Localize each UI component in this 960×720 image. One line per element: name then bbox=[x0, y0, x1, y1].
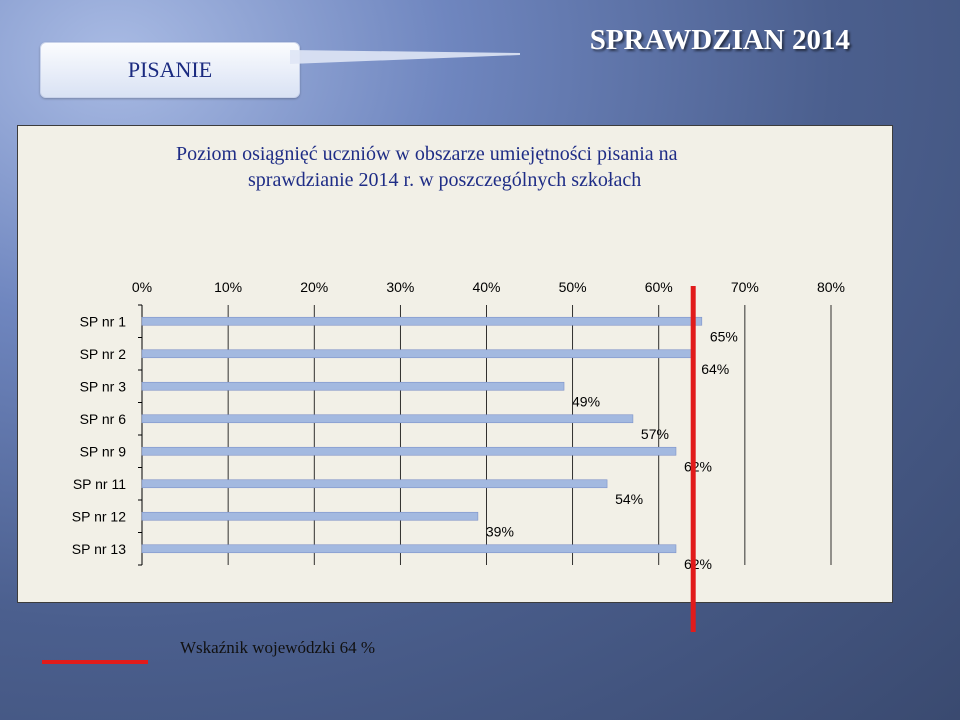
data-label: 64% bbox=[701, 361, 729, 377]
x-tick-label: 40% bbox=[472, 279, 500, 295]
data-label: 49% bbox=[572, 393, 600, 409]
bar bbox=[141, 381, 565, 391]
bar bbox=[141, 511, 479, 521]
data-label: 54% bbox=[615, 491, 643, 507]
bar bbox=[141, 414, 634, 424]
x-tick-label: 70% bbox=[731, 279, 759, 295]
data-label: 57% bbox=[641, 426, 669, 442]
section-tab: PISANIE bbox=[40, 42, 300, 98]
category-label: SP nr 12 bbox=[72, 508, 126, 524]
category-label: SP nr 13 bbox=[72, 541, 126, 557]
data-label: 65% bbox=[710, 328, 738, 344]
category-label: SP nr 1 bbox=[80, 313, 127, 329]
chart-title-line-2: sprawdzianie 2014 r. w poszczególnych sz… bbox=[248, 169, 642, 191]
data-label: 62% bbox=[684, 556, 712, 572]
reference-legend-swatch bbox=[42, 660, 148, 664]
chart-title: Poziom osiągnięć uczniów w obszarze umie… bbox=[176, 141, 736, 193]
category-label: SP nr 9 bbox=[80, 443, 127, 459]
reference-legend-label: Wskaźnik wojewódzki 64 % bbox=[180, 638, 375, 657]
bar bbox=[141, 446, 677, 456]
data-label: 39% bbox=[486, 523, 514, 539]
chart-panel bbox=[17, 125, 893, 603]
x-tick-label: 20% bbox=[300, 279, 328, 295]
x-tick-label: 50% bbox=[559, 279, 587, 295]
section-tab-label: PISANIE bbox=[127, 57, 213, 82]
x-tick-label: 30% bbox=[386, 279, 414, 295]
bar bbox=[141, 544, 677, 554]
bar bbox=[141, 479, 608, 489]
data-label: 62% bbox=[684, 458, 712, 474]
tab-pointer-shape bbox=[290, 50, 520, 64]
x-tick-label: 0% bbox=[132, 279, 152, 295]
category-label: SP nr 3 bbox=[80, 378, 127, 394]
bar bbox=[141, 349, 694, 359]
category-label: SP nr 6 bbox=[80, 411, 127, 427]
x-tick-label: 80% bbox=[817, 279, 845, 295]
x-tick-label: 60% bbox=[645, 279, 673, 295]
x-tick-label: 10% bbox=[214, 279, 242, 295]
category-label: SP nr 2 bbox=[80, 346, 127, 362]
category-label: SP nr 11 bbox=[73, 476, 126, 492]
page-title: SPRAWDZIAN 2014 bbox=[589, 24, 850, 56]
bar bbox=[141, 316, 703, 326]
chart-title-line-1: Poziom osiągnięć uczniów w obszarze umie… bbox=[176, 143, 678, 165]
